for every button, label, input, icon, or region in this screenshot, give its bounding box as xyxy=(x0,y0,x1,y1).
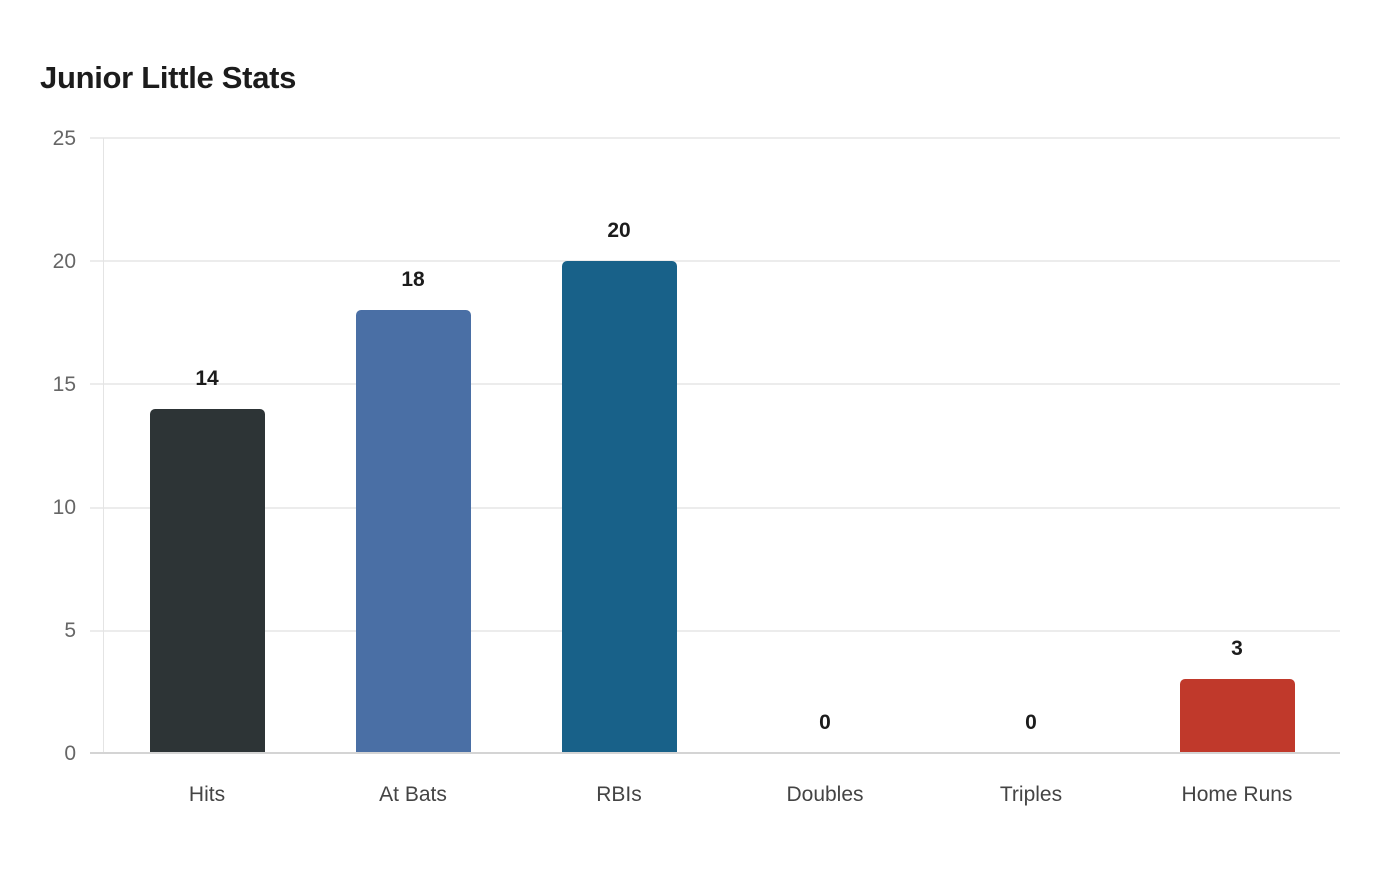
gridline-25 xyxy=(90,137,1340,139)
gridline-15 xyxy=(90,383,1340,385)
bar-value-label: 0 xyxy=(1025,711,1037,734)
x-category-label: Doubles xyxy=(786,783,864,806)
bar-value-label: 3 xyxy=(1231,637,1243,660)
x-category-label: At Bats xyxy=(379,783,447,806)
x-category-label: Hits xyxy=(188,783,226,806)
bar-hits[interactable] xyxy=(149,409,265,753)
bar-home-runs[interactable] xyxy=(1179,679,1295,753)
y-tick-label: 10 xyxy=(52,496,76,519)
bar-at-bats[interactable] xyxy=(355,310,471,753)
bar-value-label: 18 xyxy=(401,268,425,291)
bar-value-label: 0 xyxy=(819,711,831,734)
y-tick-label: 25 xyxy=(52,127,76,150)
y-tick-label: 0 xyxy=(64,742,76,765)
gridline-5 xyxy=(90,630,1340,632)
gridline-10 xyxy=(90,507,1340,509)
bar-rbis[interactable] xyxy=(561,261,677,753)
x-category-label: Home Runs xyxy=(1181,783,1293,806)
x-category-label: RBIs xyxy=(596,783,642,806)
x-axis-baseline xyxy=(90,752,1340,754)
y-tick-label: 20 xyxy=(52,250,76,273)
gridline-20 xyxy=(90,260,1340,262)
bar-value-label: 20 xyxy=(607,219,631,242)
x-category-label: Triples xyxy=(999,783,1063,806)
y-tick-label: 5 xyxy=(64,619,76,642)
chart-title: Junior Little Stats xyxy=(40,60,297,95)
y-axis-line xyxy=(103,138,104,754)
bar-value-label: 14 xyxy=(195,367,219,390)
y-tick-label: 15 xyxy=(52,373,76,396)
